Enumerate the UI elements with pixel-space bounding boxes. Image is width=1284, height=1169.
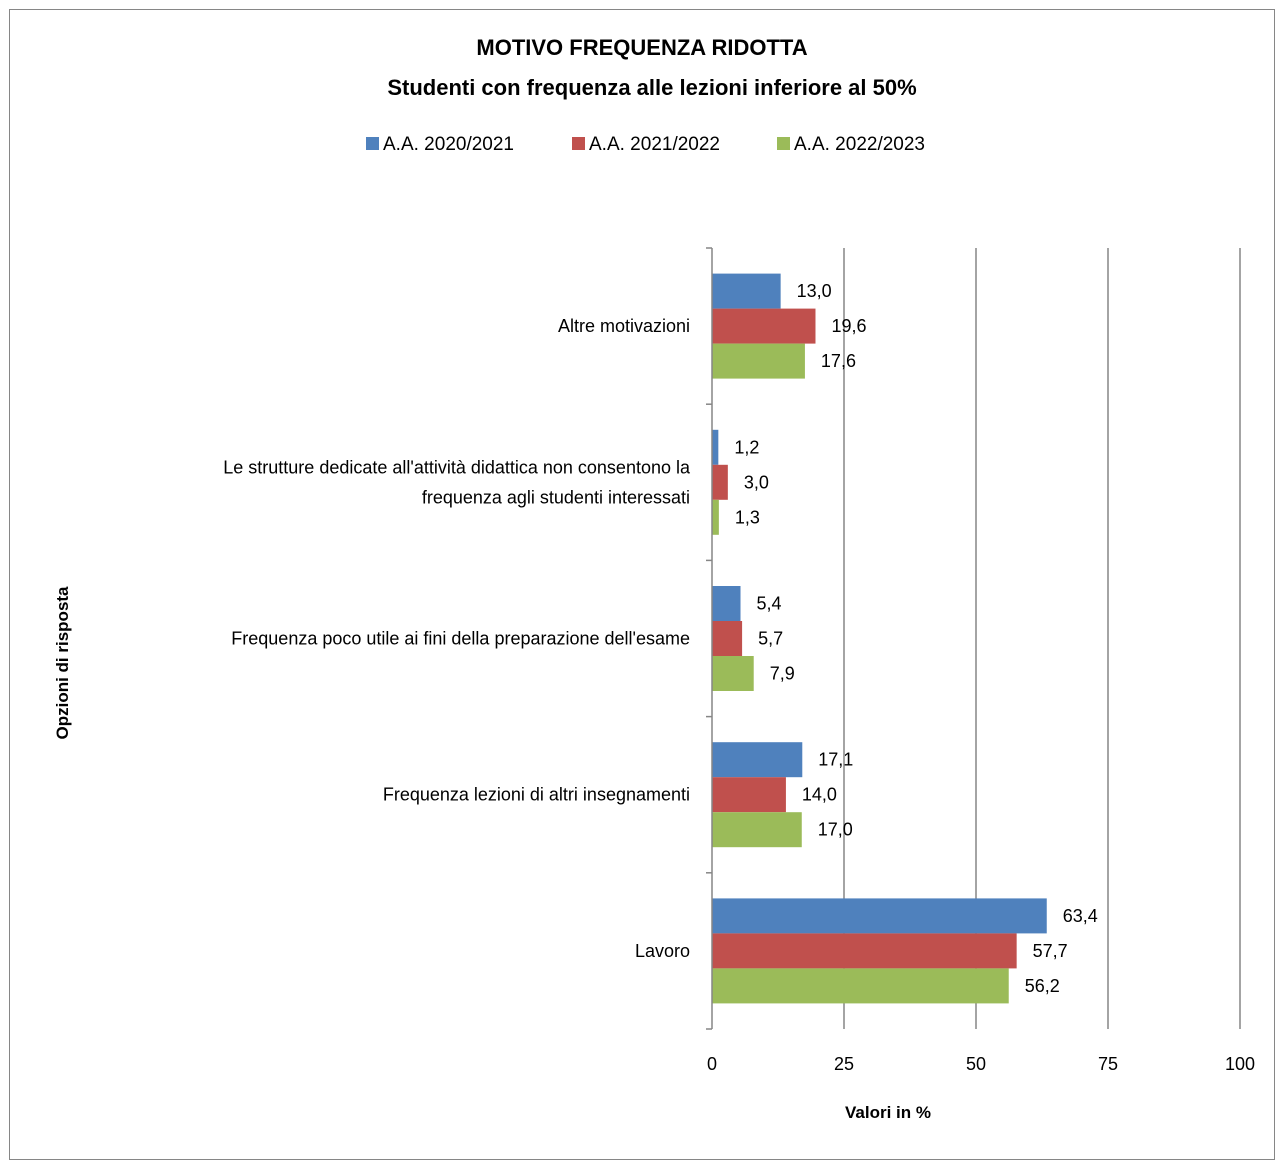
chart-frame <box>9 9 1275 1160</box>
data-label: 19,6 <box>831 316 866 336</box>
bar <box>712 586 741 621</box>
legend-swatch <box>366 137 379 150</box>
x-tick-label: 100 <box>1225 1054 1255 1074</box>
data-label: 14,0 <box>802 785 837 805</box>
legend-label: A.A. 2020/2021 <box>383 134 514 155</box>
data-label: 1,2 <box>734 437 759 457</box>
data-label: 5,7 <box>758 629 783 649</box>
x-tick-label: 25 <box>834 1054 854 1074</box>
data-label: 17,0 <box>818 820 853 840</box>
data-label: 13,0 <box>797 281 832 301</box>
axes <box>706 247 713 1030</box>
bar <box>712 464 728 500</box>
data-label: 56,2 <box>1025 976 1060 996</box>
data-label: 57,7 <box>1033 941 1068 961</box>
bar <box>712 742 803 778</box>
x-tick-label: 75 <box>1098 1054 1118 1074</box>
bar <box>712 273 781 309</box>
bar <box>712 968 1009 1004</box>
data-label: 7,9 <box>770 664 795 684</box>
bar <box>712 308 816 344</box>
x-tick-label: 50 <box>966 1054 986 1074</box>
bar <box>712 812 802 848</box>
category-label: frequenza agli studenti interessati <box>422 487 690 507</box>
data-label: 17,6 <box>821 351 856 371</box>
legend-swatch <box>572 137 585 150</box>
labels: 0 25 50 75 100 13,0 19,6 17,6 Altre motivazioni 1… <box>223 281 1255 1074</box>
chart-subtitle: Studenti con frequenza alle lezioni infe… <box>387 75 916 100</box>
category-label: Lavoro <box>635 941 690 961</box>
chart-title: MOTIVO FREQUENZA RIDOTTA <box>476 35 807 60</box>
bars <box>712 273 1047 1004</box>
bar <box>712 777 786 813</box>
data-label: 3,0 <box>744 472 769 492</box>
bar <box>712 656 754 691</box>
legend: A.A. 2020/2021 A.A. 2021/2022 A.A. 2022/20… <box>366 134 925 155</box>
category-label: Frequenza lezioni di altri insegnamenti <box>383 785 690 805</box>
bar <box>712 499 719 535</box>
x-tick-label: 0 <box>707 1054 717 1074</box>
bar <box>712 429 719 465</box>
category-label: Le strutture dedicate all'attività didat… <box>223 457 691 477</box>
bar <box>712 898 1047 934</box>
x-axis-title: Valori in % <box>845 1103 931 1122</box>
bar <box>712 621 743 656</box>
legend-label: A.A. 2022/2023 <box>794 134 925 155</box>
data-label: 17,1 <box>818 750 853 770</box>
bar <box>712 933 1017 969</box>
data-label: 63,4 <box>1063 906 1098 926</box>
data-label: 5,4 <box>757 594 782 614</box>
data-label: 1,3 <box>735 507 760 527</box>
legend-label: A.A. 2021/2022 <box>589 134 720 155</box>
category-label: Altre motivazioni <box>558 316 690 336</box>
bar <box>712 343 805 379</box>
y-axis-title: Opzioni di risposta <box>53 586 72 740</box>
category-label: Frequenza poco utile ai fini della prepa… <box>231 629 690 649</box>
legend-swatch <box>777 137 790 150</box>
